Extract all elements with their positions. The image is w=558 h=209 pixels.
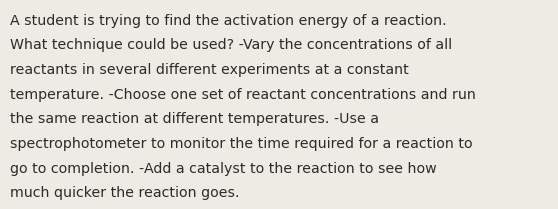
Text: spectrophotometer to monitor the time required for a reaction to: spectrophotometer to monitor the time re… xyxy=(10,137,473,151)
Text: reactants in several different experiments at a constant: reactants in several different experimen… xyxy=(10,63,409,77)
Text: the same reaction at different temperatures. -Use a: the same reaction at different temperatu… xyxy=(10,112,379,126)
Text: A student is trying to find the activation energy of a reaction.: A student is trying to find the activati… xyxy=(10,14,446,28)
Text: What technique could be used? -Vary the concentrations of all: What technique could be used? -Vary the … xyxy=(10,38,452,52)
Text: go to completion. -Add a catalyst to the reaction to see how: go to completion. -Add a catalyst to the… xyxy=(10,162,437,176)
Text: much quicker the reaction goes.: much quicker the reaction goes. xyxy=(10,186,239,200)
Text: temperature. -Choose one set of reactant concentrations and run: temperature. -Choose one set of reactant… xyxy=(10,88,476,102)
